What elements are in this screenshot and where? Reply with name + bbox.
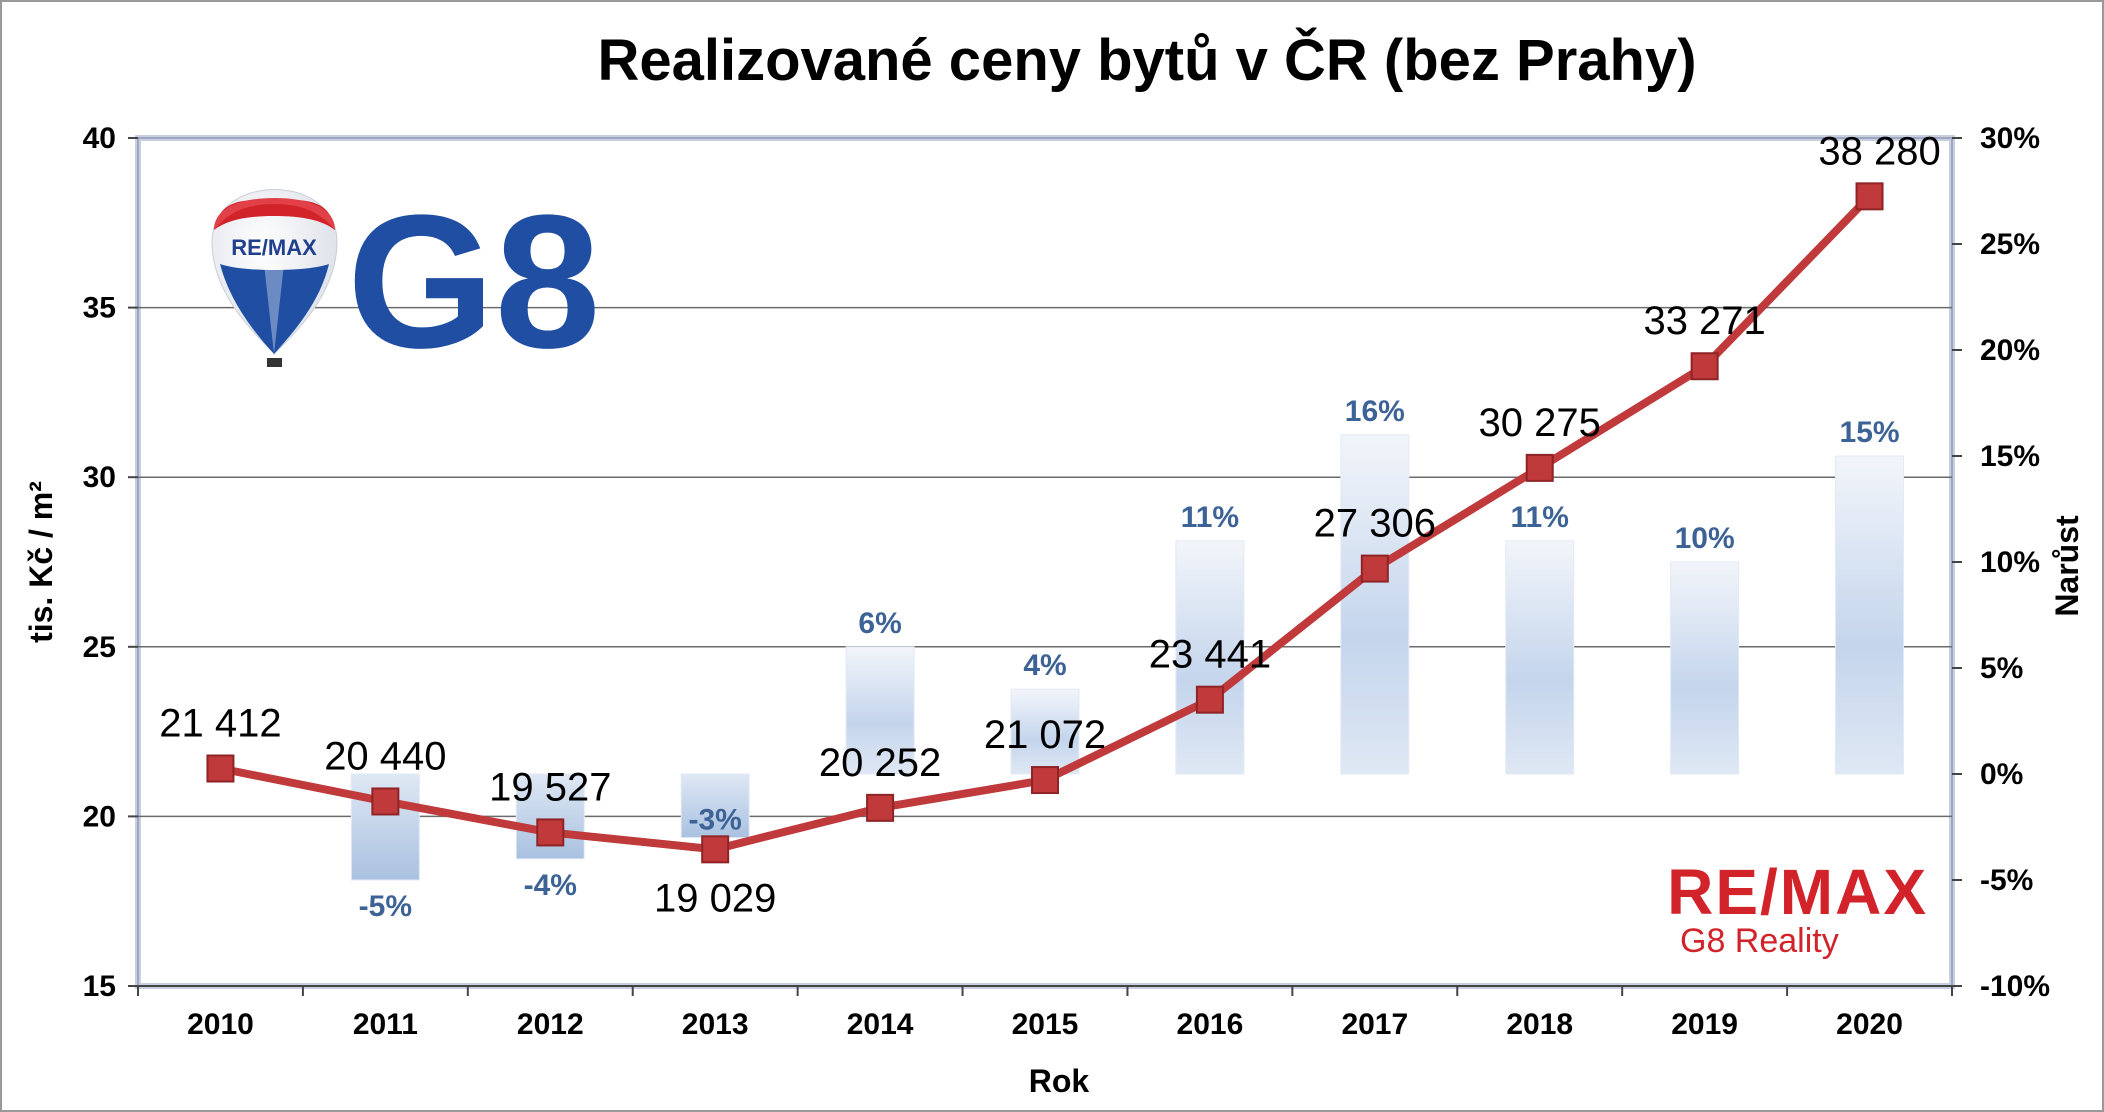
x-axis-title: Rok xyxy=(1029,1063,1090,1099)
y-left-tick-label: 15 xyxy=(83,970,116,1003)
price-point xyxy=(536,818,565,847)
y-left-tick-label: 35 xyxy=(83,292,116,325)
y-right-tick-label: 20% xyxy=(1980,334,2040,367)
growth-bars xyxy=(350,434,1905,881)
y-right-tick-label: 10% xyxy=(1980,546,2040,579)
remax-balloon-logo: RE/MAX xyxy=(211,189,338,367)
price-point xyxy=(1360,554,1389,583)
y-right-tick-label: -10% xyxy=(1980,970,2050,1003)
y-left-tick-label: 30 xyxy=(83,461,116,494)
price-point xyxy=(1525,453,1554,482)
x-tick-label: 2011 xyxy=(353,1008,418,1041)
y-right-tick-label: 5% xyxy=(1980,652,2023,685)
price-label: 21 412 xyxy=(159,702,281,746)
x-tick-label: 2018 xyxy=(1506,1008,1573,1041)
brand-name: RE/MAX xyxy=(1667,856,1928,928)
svg-text:RE/MAX: RE/MAX xyxy=(231,235,317,260)
y-right-tick-label: 30% xyxy=(1980,122,2040,155)
growth-bar xyxy=(1670,561,1740,775)
y-left-tick-label: 20 xyxy=(83,800,116,833)
growth-bar xyxy=(350,773,420,881)
x-tick-label: 2014 xyxy=(847,1008,914,1041)
x-tick-label: 2013 xyxy=(682,1008,749,1041)
price-label: 33 271 xyxy=(1643,299,1765,343)
data-labels: -5% -4% -3% 6% 4% 11% 16% 11% 10% 15% 21 412 20 440… xyxy=(159,129,1940,923)
growth-bar xyxy=(1340,434,1410,775)
x-tick-label: 2015 xyxy=(1012,1008,1079,1041)
y-right-tick-label: 25% xyxy=(1980,228,2040,261)
price-point xyxy=(1195,685,1224,714)
growth-label: 11% xyxy=(1511,501,1569,534)
growth-label: 16% xyxy=(1345,395,1405,428)
growth-label: 10% xyxy=(1675,522,1735,555)
y-left-tick-label: 25 xyxy=(83,631,116,664)
y-right-tick-label: -5% xyxy=(1980,864,2033,897)
price-point xyxy=(1690,352,1719,381)
growth-bar xyxy=(845,646,915,775)
price-label: 20 252 xyxy=(819,741,941,785)
price-point xyxy=(371,787,400,816)
growth-bar xyxy=(1010,688,1080,775)
growth-bar xyxy=(1835,455,1905,775)
price-point xyxy=(866,793,895,822)
x-tick-label: 2019 xyxy=(1671,1008,1738,1041)
growth-label: 6% xyxy=(858,607,901,640)
price-label: 20 440 xyxy=(324,734,446,778)
price-label: 19 029 xyxy=(654,876,776,920)
x-tick-label: 2020 xyxy=(1836,1008,1903,1041)
x-tick-label: 2016 xyxy=(1177,1008,1244,1041)
price-label: 27 306 xyxy=(1314,502,1436,546)
price-label: 21 072 xyxy=(984,713,1106,757)
price-point xyxy=(1031,766,1059,795)
price-point xyxy=(701,835,730,864)
price-label: 19 527 xyxy=(489,765,611,809)
growth-label: -4% xyxy=(524,869,577,902)
price-point xyxy=(206,754,235,783)
growth-label: 11% xyxy=(1181,501,1239,534)
axes: 15 20 25 30 35 40 -10% -5% 0% 5% 10% 15% 20% 25% 30% 20… xyxy=(83,122,2050,1041)
price-line xyxy=(206,182,1884,864)
brand-subtitle: G8 Reality xyxy=(1680,922,1839,960)
y-left-tick-label: 40 xyxy=(83,122,116,155)
growth-label: -5% xyxy=(359,890,412,923)
price-label: 30 275 xyxy=(1479,401,1601,445)
price-label: 23 441 xyxy=(1149,633,1271,677)
growth-bar xyxy=(1505,540,1575,775)
plot-area xyxy=(135,135,1955,989)
y-right-tick-label: 0% xyxy=(1980,758,2023,791)
growth-label: 15% xyxy=(1840,416,1900,449)
price-label: 38 280 xyxy=(1818,129,1940,173)
g8-logo-text: G8 xyxy=(347,176,600,388)
x-tick-label: 2017 xyxy=(1341,1008,1408,1041)
growth-bar xyxy=(1175,540,1245,775)
y-axis-left-title: tis. Kč / m² xyxy=(23,481,59,643)
growth-label: 4% xyxy=(1023,649,1066,682)
y-right-tick-label: 15% xyxy=(1980,440,2040,473)
y-axis-right-title: Narůst xyxy=(2049,515,2085,617)
gridlines xyxy=(138,306,1952,818)
growth-label: -3% xyxy=(689,804,742,837)
growth-bar xyxy=(680,773,750,839)
price-point xyxy=(1855,182,1884,211)
x-tick-label: 2010 xyxy=(187,1008,254,1041)
x-tick-label: 2012 xyxy=(517,1008,584,1041)
chart-title: Realizované ceny bytů v ČR (bez Prahy) xyxy=(597,28,1696,93)
